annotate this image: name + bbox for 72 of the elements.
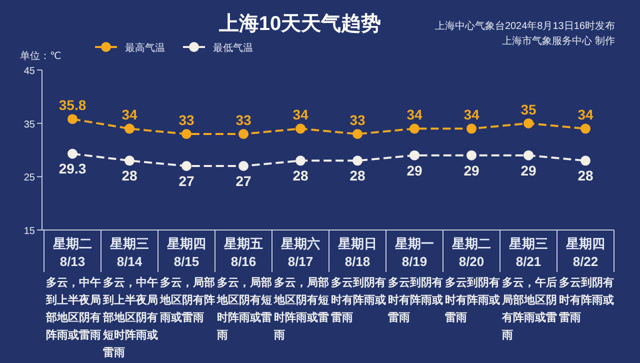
- point: [124, 124, 134, 134]
- point: [580, 124, 590, 134]
- text: 多云，局部地区阴有短时阵雨或雷雨: [273, 276, 329, 342]
- data-label: 27: [178, 173, 194, 189]
- legend-label: 最高气温: [125, 42, 165, 54]
- x-tick-label: 星期日 8/18: [337, 236, 377, 269]
- point: [524, 150, 534, 160]
- data-label: 28: [292, 168, 308, 184]
- x-tick-label: 星期三 8/14: [109, 236, 149, 269]
- point: [68, 148, 78, 159]
- data-label: 35.8: [58, 97, 86, 114]
- data-label: 34: [122, 106, 138, 123]
- 最高气温: 35.8 34 33 33 34 33 34 34 35 34: [58, 97, 594, 139]
- x-tick-label: 星期六 8/17: [280, 236, 320, 269]
- text: 多云，局部地区阴有短时阵雨或雷雨: [216, 276, 272, 342]
- legend-label: 最低气温: [213, 42, 253, 54]
- data-label: 29.3: [58, 160, 86, 177]
- x-tick-label: 星期四 8/15: [166, 236, 206, 269]
- text: 多云，中午到上半夜局部地区阴有阵雨或雷雨: [45, 276, 101, 342]
- data-label: 34: [292, 106, 308, 123]
- point: [524, 118, 534, 128]
- data-label: 33: [236, 112, 252, 128]
- text: 多云，中午到上半夜局部地区阴有短时阵雨或雷雨: [102, 276, 158, 359]
- point: [410, 150, 420, 160]
- text: 多云，午后局部地区阴有阵雨或雷雨: [501, 276, 557, 342]
- data-label: 28: [350, 168, 366, 184]
- data-label: 35: [520, 101, 536, 118]
- text: 多云到阴有时有阵雨或雷雨: [559, 276, 614, 324]
- data-label: 34: [464, 106, 480, 123]
- point: [182, 129, 192, 139]
- y-tick-label: 25: [24, 172, 36, 184]
- point: [580, 156, 590, 166]
- y-axis-title: 单位：℃: [20, 50, 62, 62]
- point: [466, 124, 476, 134]
- text: 多云，局部地区阴有阵雨或雷雨: [159, 276, 215, 324]
- point: [182, 161, 192, 171]
- data-label: 34: [578, 106, 594, 123]
- data-label: 29: [464, 162, 480, 178]
- point: [124, 156, 134, 166]
- point: [466, 150, 476, 160]
- y-tick-label: 35: [24, 119, 36, 130]
- point: [68, 114, 78, 124]
- x-tick-label: 星期一 8/19: [394, 236, 434, 269]
- data-label: 33: [178, 112, 194, 128]
- x-tick-label: 星期五 8/16: [223, 236, 263, 269]
- data-label: 29: [520, 162, 536, 178]
- point: [352, 129, 362, 139]
- point: [238, 161, 248, 171]
- point: [352, 156, 362, 166]
- text: 上海市气象服务中心 制作: [502, 35, 615, 47]
- point: [238, 129, 248, 139]
- y-tick-label: 45: [24, 66, 36, 77]
- x-tick-label: 星期二 8/13: [52, 236, 92, 269]
- text: 多云到阴有时有阵雨或雷雨: [445, 276, 500, 324]
- 最低气温: 29.3 28 27 27 28 28 29 29 29 28: [58, 148, 594, 189]
- point: [296, 124, 306, 134]
- data-label: 34: [406, 106, 422, 123]
- text: 多云到阴有时有阵雨或雷雨: [331, 276, 386, 324]
- x-tick-label: 星期二 8/20: [451, 236, 491, 269]
- data-label: 28: [122, 168, 138, 184]
- data-label: 28: [578, 168, 594, 184]
- text: 上海中心气象台2024年8月13日16时发布: [434, 20, 615, 32]
- x-tick-label: 星期四 8/22: [565, 236, 605, 269]
- point: [296, 156, 306, 166]
- y-tick-label: 15: [24, 226, 36, 237]
- data-label: 27: [236, 173, 252, 189]
- point: [410, 124, 420, 134]
- data-label: 33: [350, 112, 366, 128]
- text: 多云到阴有时有阵雨或雷雨: [388, 276, 443, 324]
- data-label: 29: [406, 162, 422, 178]
- x-tick-label: 星期三 8/21: [508, 236, 548, 269]
- chart-title: 上海10天天气趋势: [218, 13, 382, 35]
